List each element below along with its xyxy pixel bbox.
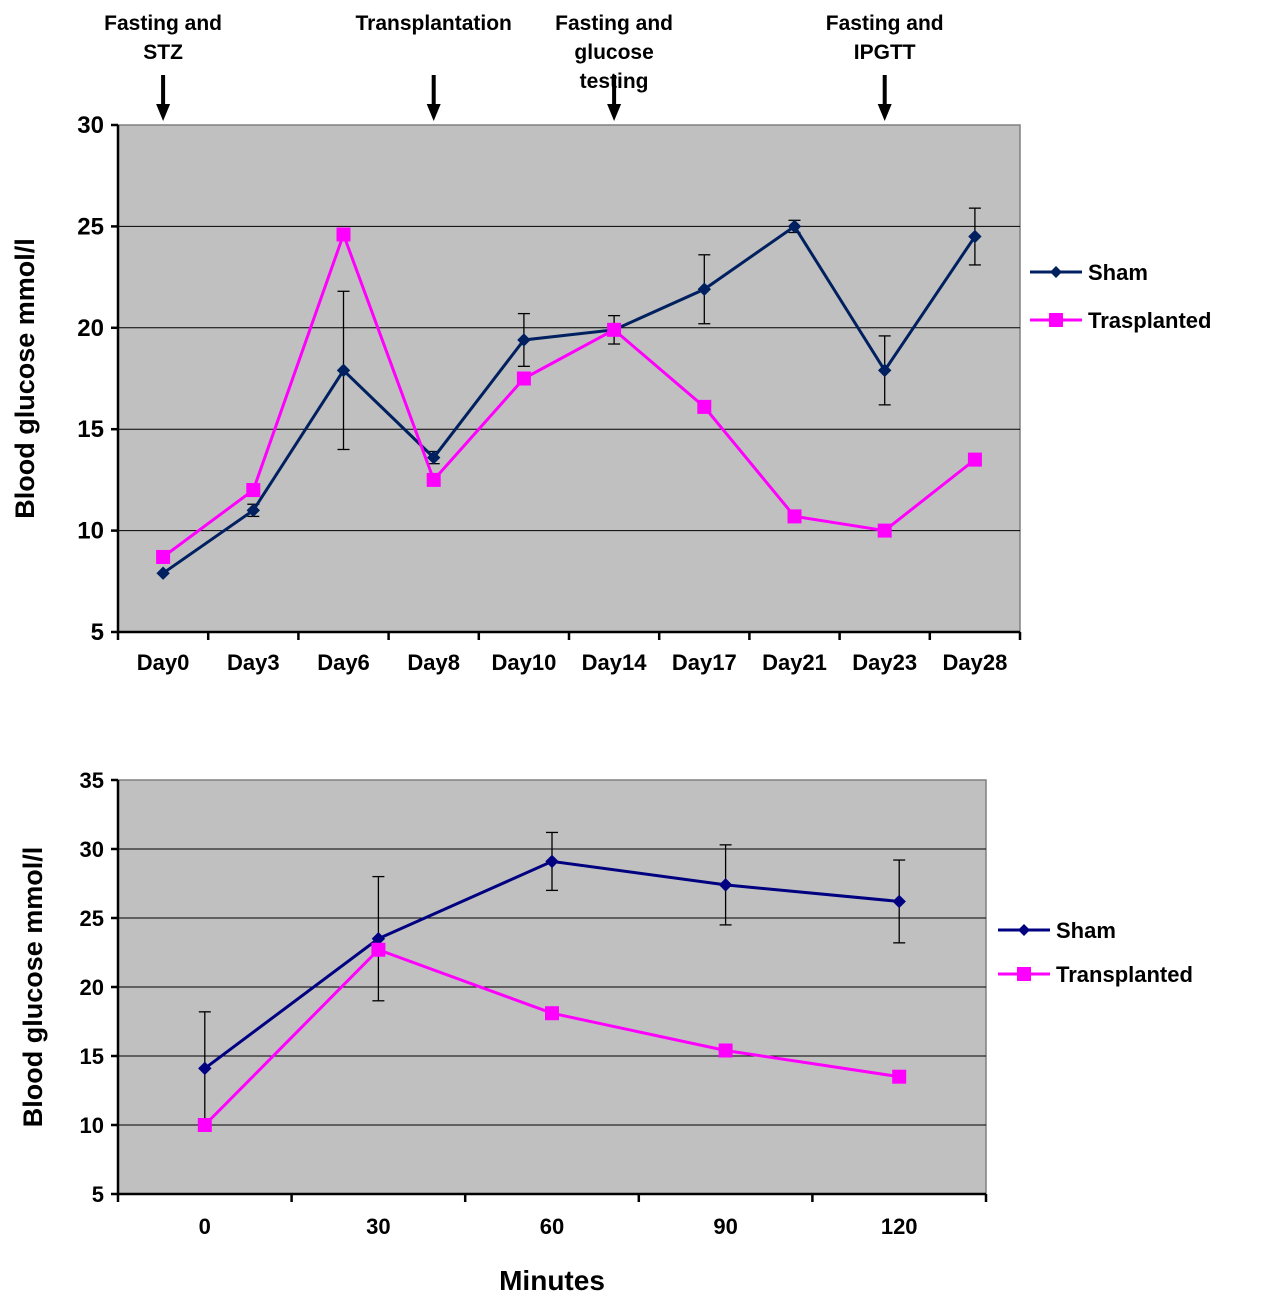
annotation-arrow-head xyxy=(607,104,622,121)
data-point xyxy=(336,363,351,378)
annotation: Fasting and STZ xyxy=(104,12,222,121)
y-tick-label: 30 xyxy=(80,837,104,862)
data-point xyxy=(787,509,802,524)
x-tick-label: Day17 xyxy=(672,650,737,675)
y-tick-label: 30 xyxy=(77,112,104,139)
x-tick-label: 120 xyxy=(881,1214,918,1239)
series-sham xyxy=(198,831,906,1126)
series-transplanted xyxy=(197,942,907,1132)
y-tick-label: 35 xyxy=(80,768,104,793)
data-point xyxy=(877,363,892,378)
annotation: Transplantation xyxy=(356,12,512,121)
data-point xyxy=(718,878,733,892)
legend-marker xyxy=(1017,967,1031,981)
annotation-arrow-head xyxy=(156,104,171,121)
y-tick-label: 20 xyxy=(80,975,104,1000)
data-point xyxy=(877,523,892,538)
annotation-text: Transplantation xyxy=(356,12,512,35)
annotation-arrow-head xyxy=(877,104,892,121)
y-axis-label: Blood glucose mmol/l xyxy=(18,847,48,1128)
data-point xyxy=(607,322,622,337)
data-point xyxy=(156,549,171,564)
data-point xyxy=(336,227,351,242)
data-point xyxy=(371,942,386,957)
annotation-text: glucose xyxy=(574,41,653,64)
x-tick-label: 60 xyxy=(540,1214,564,1239)
data-point xyxy=(718,1043,733,1058)
x-tick-label: Day8 xyxy=(407,650,460,675)
data-point xyxy=(967,452,982,467)
series-trasplanted xyxy=(156,227,982,564)
x-tick-label: Day23 xyxy=(852,650,917,675)
annotation-arrow-head xyxy=(426,104,441,121)
annotation-text: IPGTT xyxy=(854,41,916,64)
annotation-text: Fasting and xyxy=(104,12,222,35)
data-point xyxy=(198,1061,212,1076)
chart-2-ipgtt-minutes: 5 10 15 20 25 30 35 0 30 60 90 120 Blood glucose mmo… xyxy=(18,768,1193,1296)
y-tick-label: 15 xyxy=(80,1044,104,1069)
y-tick-label: 5 xyxy=(92,1182,104,1207)
x-tick-label: Day21 xyxy=(762,650,827,675)
x-tick-label: Day6 xyxy=(317,650,370,675)
annotation-text: Fasting and xyxy=(555,12,673,35)
x-tick-label: Day3 xyxy=(227,650,280,675)
x-axis-label: Minutes xyxy=(499,1265,605,1296)
legend-label: Trasplanted xyxy=(1088,308,1211,333)
legend-label: Sham xyxy=(1088,260,1148,285)
series-line xyxy=(162,224,977,575)
annotation-text: Fasting and xyxy=(826,12,944,35)
data-point xyxy=(246,503,261,518)
y-tick-label: 15 xyxy=(77,416,104,443)
y-tick-label: 10 xyxy=(77,518,104,545)
y-tick-label: 10 xyxy=(80,1113,104,1138)
x-tick-label: Day28 xyxy=(942,650,1007,675)
data-point xyxy=(517,333,531,347)
y-axis-label: Blood glucose mmol/l xyxy=(10,238,40,519)
data-point xyxy=(426,450,441,465)
legend-marker xyxy=(1018,924,1030,936)
annotation-text: STZ xyxy=(143,41,183,64)
x-tick-label: Day14 xyxy=(582,650,648,675)
chart-1-glucose-over-days: 5 10 15 20 25 30 Day0 Day3 Day6 Day8 Day10 Day14 Day… xyxy=(10,12,1211,675)
data-point xyxy=(426,472,441,487)
data-point xyxy=(545,1006,559,1021)
data-point xyxy=(697,282,712,296)
legend-label: Sham xyxy=(1056,918,1116,943)
x-tick-label: Day10 xyxy=(491,650,556,675)
data-point xyxy=(156,566,170,580)
y-tick-label: 20 xyxy=(77,315,104,342)
legend-label: Transplanted xyxy=(1056,962,1193,987)
x-tick-label: 0 xyxy=(199,1214,211,1239)
legend-marker xyxy=(1050,266,1062,278)
data-point xyxy=(892,894,906,909)
data-point xyxy=(246,483,261,498)
data-point xyxy=(545,854,559,869)
y-tick-label: 5 xyxy=(91,619,104,646)
y-tick-label: 25 xyxy=(77,213,104,240)
plot-area xyxy=(117,124,1021,633)
annotation: Fasting andglucosetesting xyxy=(555,12,673,121)
series-line xyxy=(162,230,976,559)
x-tick-label: 90 xyxy=(713,1214,737,1239)
x-tick-label: Day0 xyxy=(137,650,190,675)
data-point xyxy=(197,1118,212,1132)
x-tick-label: 30 xyxy=(366,1214,390,1239)
data-point xyxy=(968,229,982,244)
annotation: Fasting and IPGTT xyxy=(826,12,944,121)
data-point xyxy=(892,1069,907,1084)
data-point xyxy=(697,399,712,414)
y-tick-label: 25 xyxy=(80,906,104,931)
data-point xyxy=(787,219,802,234)
data-point xyxy=(516,371,531,386)
legend-marker xyxy=(1049,313,1063,327)
